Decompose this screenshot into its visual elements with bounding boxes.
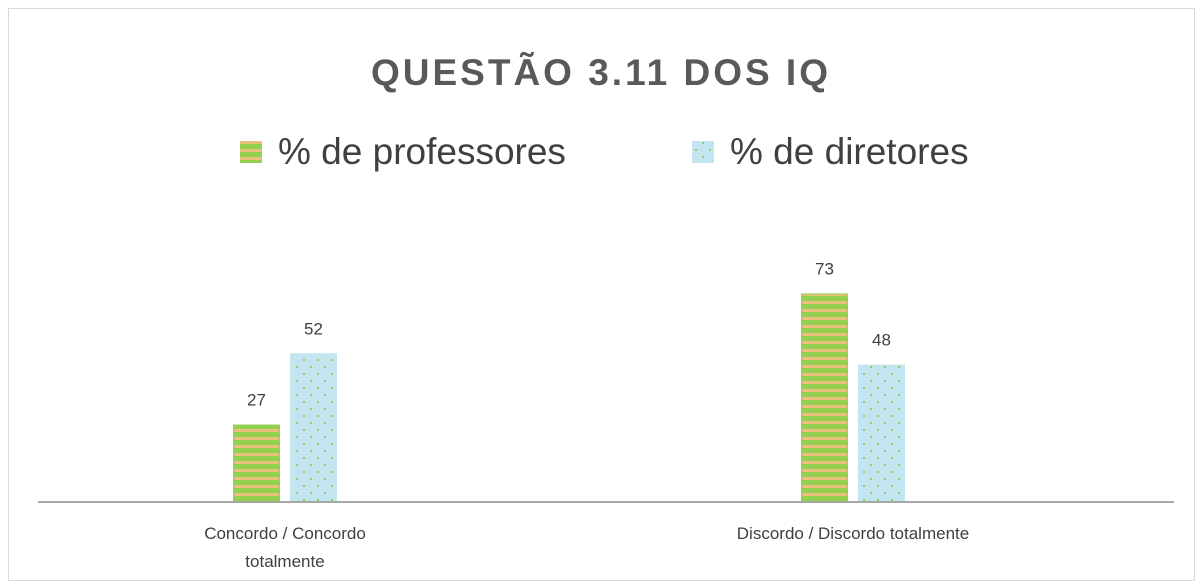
legend-swatch: [692, 141, 714, 163]
data-label: 27: [247, 391, 266, 410]
data-label: 73: [815, 259, 834, 278]
x-tick-label: Discordo / Discordo totalmente: [736, 524, 970, 543]
bar: [233, 424, 280, 503]
legend-label: % de professores: [278, 131, 566, 172]
bar: [801, 293, 848, 503]
chart-border: [8, 8, 1195, 581]
bar: [290, 353, 337, 503]
data-label: 52: [304, 319, 323, 338]
legend-label: % de diretores: [730, 131, 969, 172]
chart-title: QUESTÃO 3.11 DOS IQ: [371, 51, 831, 93]
legend-swatch: [240, 141, 262, 163]
x-tick-label: Concordo / Concordo totalmente: [204, 524, 366, 571]
bar: [858, 364, 905, 503]
data-label: 48: [872, 331, 891, 350]
